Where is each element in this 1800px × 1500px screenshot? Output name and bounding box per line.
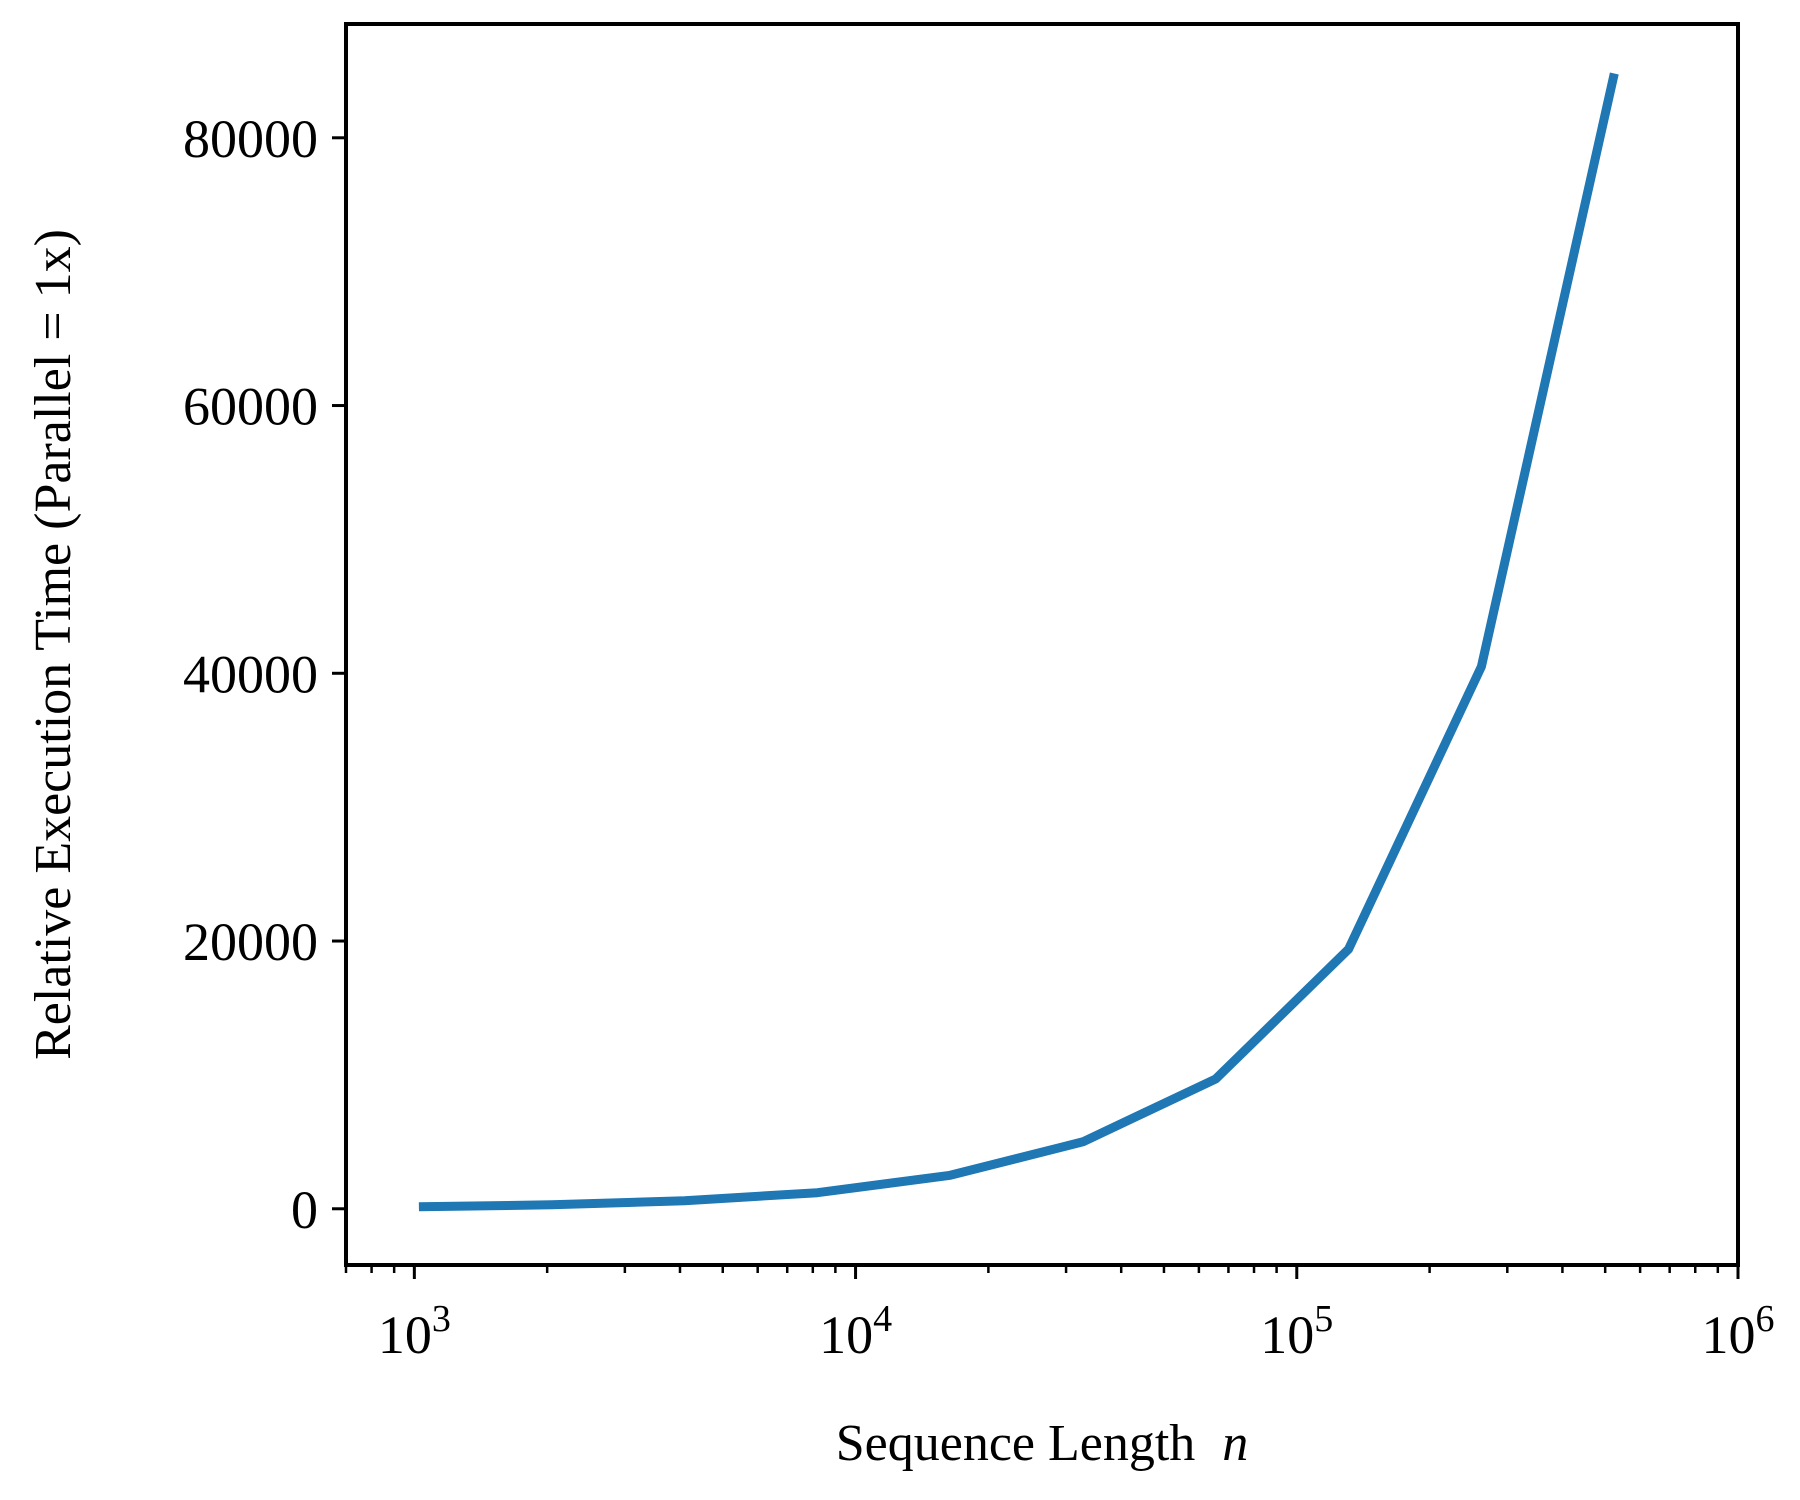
y-tick-label: 0 bbox=[291, 1180, 318, 1240]
x-axis-label: Sequence Length n bbox=[836, 1415, 1249, 1472]
axes-frame bbox=[344, 22, 1740, 1267]
y-tick-label: 20000 bbox=[183, 912, 318, 972]
x-tick-label-exponent: 4 bbox=[873, 1298, 892, 1340]
x-axis-label-variable: n bbox=[1222, 1415, 1248, 1472]
x-axis: 103 104 105 106 bbox=[344, 1265, 1775, 1365]
x-tick-label: 106 bbox=[1702, 1298, 1775, 1365]
x-tick-label-base: 10 bbox=[1260, 1305, 1314, 1365]
y-axis: 0 20000 40000 60000 80000 bbox=[183, 109, 346, 1240]
x-axis-label-text: Sequence Length bbox=[836, 1415, 1196, 1472]
x-tick-label: 104 bbox=[819, 1298, 892, 1365]
x-tick-label-base: 10 bbox=[819, 1305, 873, 1365]
series-line-0 bbox=[418, 72, 1619, 1212]
x-tick-label: 103 bbox=[378, 1298, 451, 1365]
plot-area bbox=[418, 72, 1619, 1212]
y-axis-label: Relative Execution Time (Parallel = 1x) bbox=[25, 229, 82, 1060]
x-tick-label-base: 10 bbox=[378, 1305, 432, 1365]
x-tick-label-exponent: 6 bbox=[1756, 1298, 1775, 1340]
x-tick-label-base: 10 bbox=[1702, 1305, 1756, 1365]
y-tick-label: 80000 bbox=[183, 109, 318, 169]
x-tick-label-exponent: 5 bbox=[1314, 1298, 1333, 1340]
x-tick-label: 105 bbox=[1260, 1298, 1333, 1365]
y-tick-label: 40000 bbox=[183, 644, 318, 704]
x-tick-label-exponent: 3 bbox=[432, 1298, 451, 1340]
y-tick-label: 60000 bbox=[183, 377, 318, 437]
